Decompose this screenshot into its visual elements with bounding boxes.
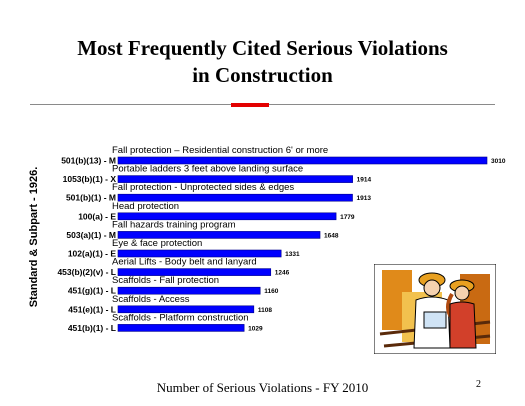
bar-description-label: Eye & face protection — [112, 238, 202, 249]
slide-title-line-2: in Construction — [192, 63, 333, 87]
page-number: 2 — [476, 379, 481, 390]
bar — [117, 305, 255, 314]
footer-caption: Number of Serious Violations - FY 2010 — [156, 380, 369, 395]
category-label: 501(b)(13) - M — [61, 156, 116, 166]
bar-value-label: 1246 — [275, 270, 290, 277]
category-label: 100(a) - E — [78, 211, 116, 221]
bar — [117, 193, 353, 202]
category-label: 451(b)(1) - L — [68, 323, 116, 333]
bar-description-label: Scaffolds - Platform construction — [112, 312, 249, 323]
bar — [117, 324, 245, 332]
slide-title: Most Frequently Cited Serious Violations… — [0, 35, 525, 89]
bar-value-label: 1913 — [357, 195, 372, 202]
bar — [117, 249, 282, 258]
category-label: 1053(b)(1) - X — [63, 174, 117, 184]
bar-description-label: Scaffolds - Fall protection — [112, 275, 219, 286]
category-label: 501(b)(1) - M — [66, 193, 116, 203]
bar-value-label: 1779 — [340, 214, 355, 221]
bar-description-label: Head protection — [112, 201, 179, 212]
bar — [117, 212, 337, 221]
bar-description-label: Fall protection – Residential constructi… — [112, 145, 328, 156]
bar-value-label: 3010 — [491, 158, 506, 165]
bar-description-label: Fall hazards training program — [112, 219, 236, 230]
category-label: 453(b)(2)(v) - L — [57, 267, 116, 277]
bar-description-label: Scaffolds - Access — [112, 294, 190, 305]
bar-description-label: Portable ladders 3 feet above landing su… — [112, 164, 303, 175]
bar-value-label: 1914 — [357, 177, 372, 184]
construction-workers-icon — [374, 264, 496, 354]
category-label: 451(g)(1) - L — [68, 286, 116, 296]
category-label: 102(a)(1) - E — [68, 249, 117, 259]
bar-description-label: Fall protection - Unprotected sides & ed… — [112, 182, 294, 193]
bar-description-label: Aerial Lifts - Body belt and lanyard — [112, 257, 257, 268]
category-label: 503(a)(1) - M — [66, 230, 116, 240]
bar — [117, 156, 488, 165]
bar-value-label: 1108 — [258, 307, 272, 314]
bar — [117, 268, 272, 276]
bar — [117, 175, 353, 183]
bar — [117, 286, 261, 295]
category-label: 451(e)(1) - L — [68, 304, 116, 314]
title-accent-bar — [231, 103, 269, 107]
bar-value-label: 1160 — [264, 288, 278, 295]
bar-value-label: 1029 — [248, 325, 263, 332]
bar-value-label: 1331 — [285, 251, 300, 258]
bar — [117, 231, 321, 239]
bar-value-label: 1648 — [324, 232, 339, 239]
slide-title-line-1: Most Frequently Cited Serious Violations — [77, 36, 448, 60]
